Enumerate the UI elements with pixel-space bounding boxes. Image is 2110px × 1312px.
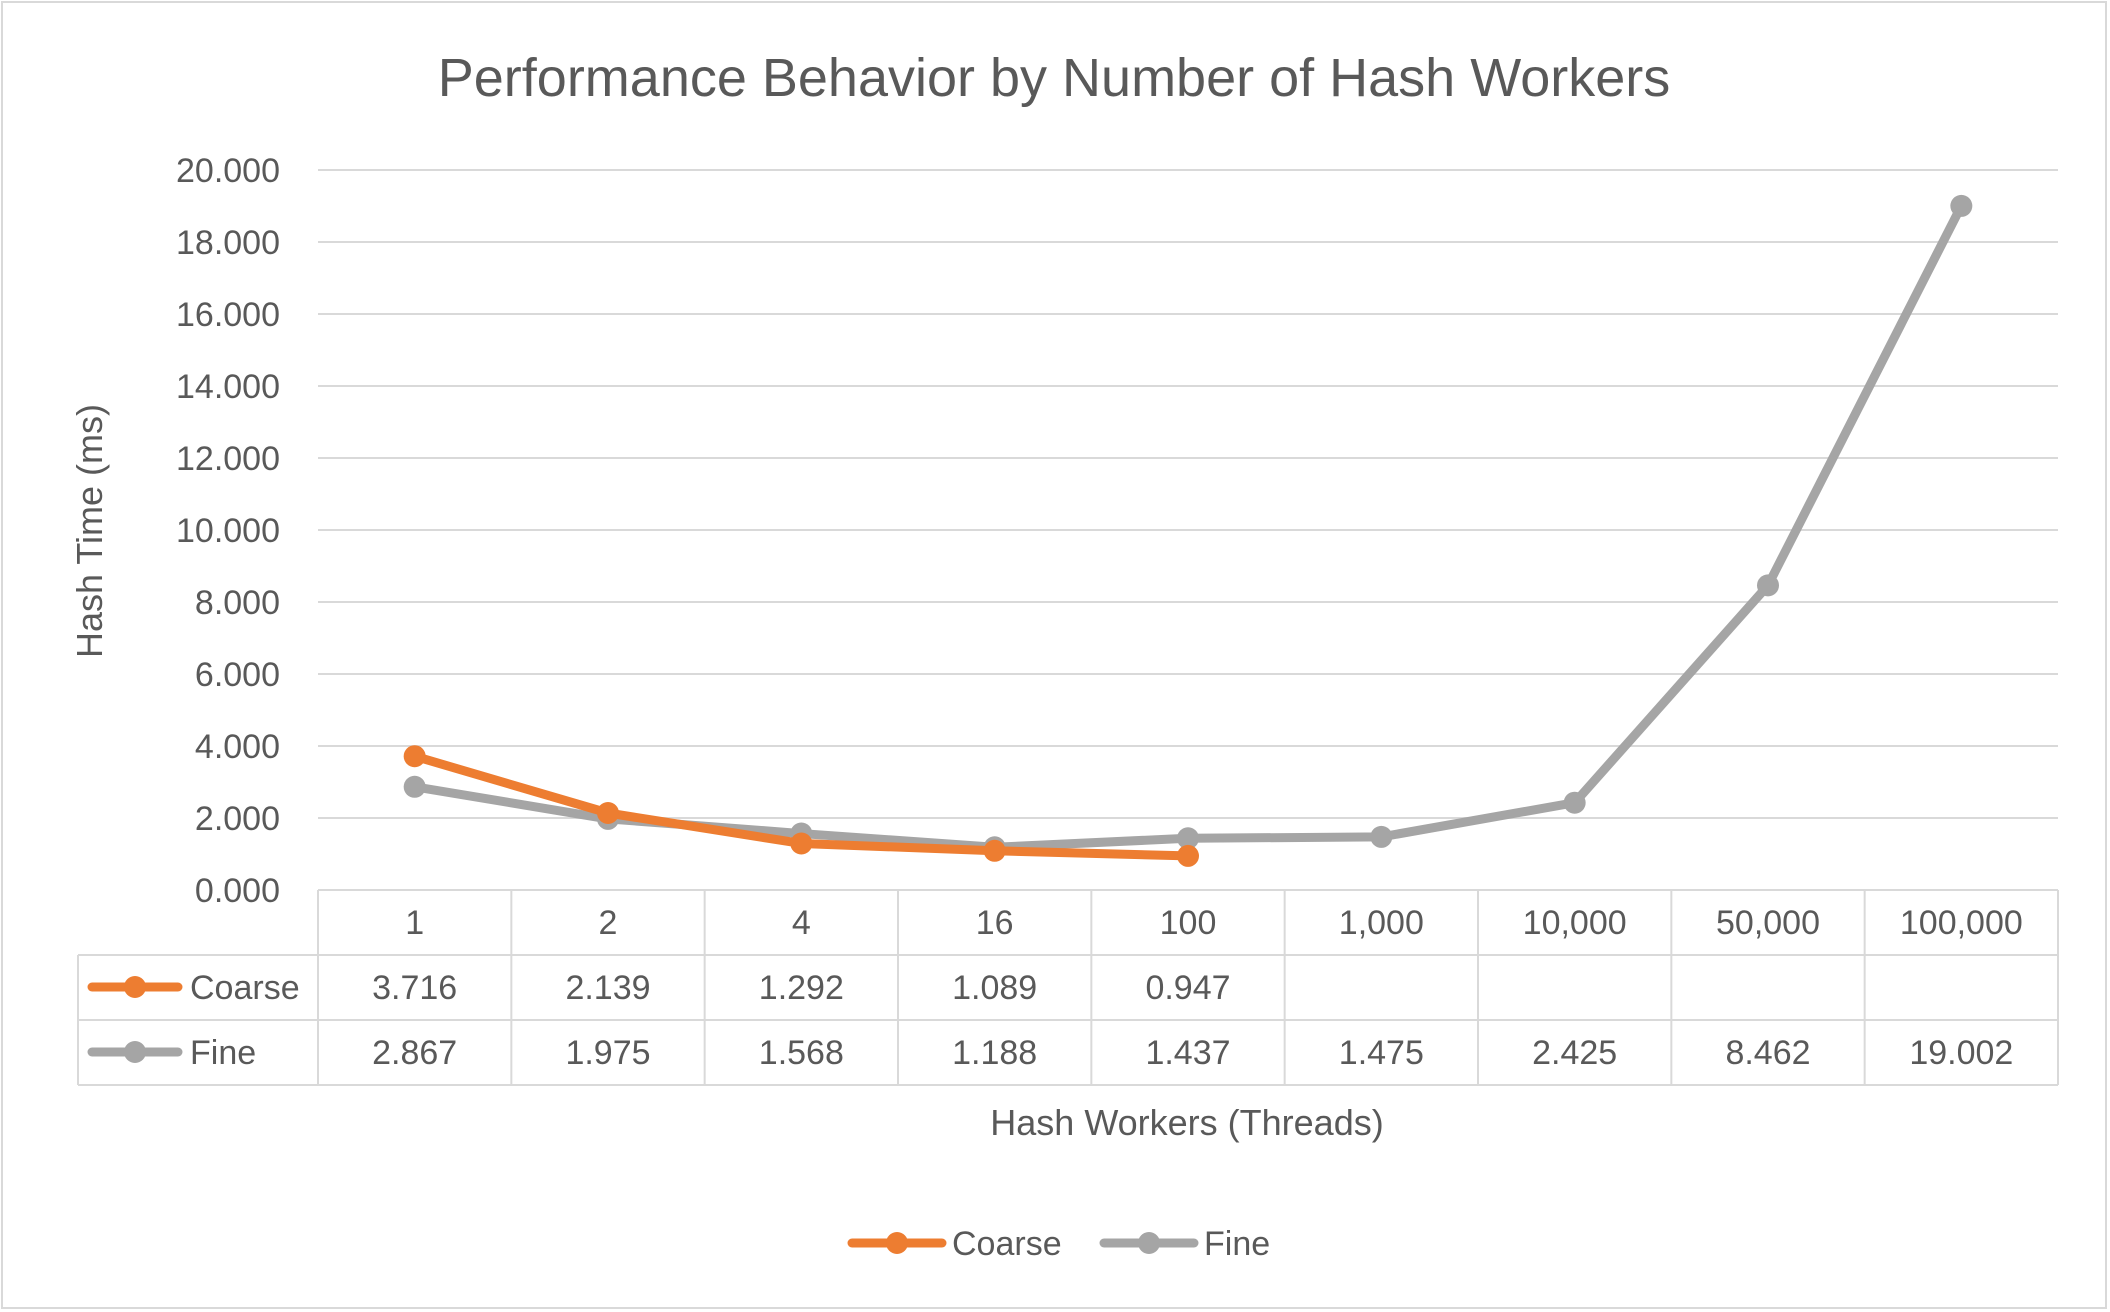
plot-area: [403, 194, 1973, 867]
y-tick-label: 0.000: [195, 872, 280, 910]
table-cell-value: 2.867: [372, 1034, 457, 1072]
data-point: [1563, 791, 1586, 814]
table-legend-marker: [124, 1041, 146, 1063]
series-line: [410, 201, 1966, 852]
table-cell-value: 1.089: [952, 969, 1037, 1007]
category-label: 1: [405, 904, 424, 942]
table-cell-value: 0.947: [1145, 969, 1230, 1007]
legend-label: Coarse: [952, 1225, 1062, 1263]
table-series-name: Coarse: [190, 969, 300, 1007]
y-tick-label: 20.000: [176, 152, 280, 190]
y-tick-label: 2.000: [195, 800, 280, 838]
y-tick-label: 10.000: [176, 512, 280, 550]
data-point: [790, 832, 813, 855]
category-label: 4: [792, 904, 811, 942]
data-point: [1370, 825, 1393, 848]
y-tick-label: 4.000: [195, 728, 280, 766]
legend-label: Fine: [1204, 1225, 1270, 1263]
category-label: 100: [1160, 904, 1217, 942]
table-series-name: Fine: [190, 1034, 256, 1072]
y-tick-label: 8.000: [195, 584, 280, 622]
table-cell-value: 2.425: [1532, 1034, 1617, 1072]
legend-item-fine: Fine: [1099, 1225, 1270, 1263]
legend-marker: [886, 1232, 908, 1254]
data-point: [983, 839, 1006, 862]
table-cell-value: 1.975: [565, 1034, 650, 1072]
category-label: 1,000: [1339, 904, 1424, 942]
y-axis-title: Hash Time (ms): [69, 404, 110, 658]
table-cell-value: 1.188: [952, 1034, 1037, 1072]
category-label: 16: [976, 904, 1014, 942]
y-axis-ticks: 0.000 2.000 4.000 6.000 8.000 10.000 12.000 14.…: [176, 152, 280, 910]
table-cell-value: 1.475: [1339, 1034, 1424, 1072]
x-axis-title: Hash Workers (Threads): [990, 1102, 1383, 1143]
legend: Coarse Fine: [847, 1225, 1270, 1263]
data-point: [403, 745, 426, 768]
table-cell-value: 3.716: [372, 969, 457, 1007]
table-cell-value: 2.139: [565, 969, 650, 1007]
table-cell-value: 19.002: [1909, 1034, 2013, 1072]
table-cell-value: 1.568: [759, 1034, 844, 1072]
data-point: [1177, 844, 1199, 867]
y-tick-label: 18.000: [176, 224, 280, 262]
y-tick-label: 16.000: [176, 296, 280, 334]
legend-marker: [1138, 1232, 1160, 1254]
data-point: [1177, 827, 1199, 850]
table-cell-value: 1.437: [1145, 1034, 1230, 1072]
table-cell-value: 8.462: [1725, 1034, 1810, 1072]
category-label: 2: [599, 904, 618, 942]
y-tick-label: 6.000: [195, 656, 280, 694]
data-point: [1950, 194, 1973, 217]
series-fine: [403, 194, 1973, 859]
y-tick-label: 14.000: [176, 368, 280, 406]
table-legend-marker: [124, 976, 146, 998]
data-table: 1 2 4 16 100 1,000 10,000 50,000 100,000 Coarse 3.…: [77, 889, 2059, 1086]
legend-item-coarse: Coarse: [847, 1225, 1062, 1263]
data-point: [597, 801, 619, 824]
data-point: [1757, 574, 1779, 597]
y-tick-label: 12.000: [176, 440, 280, 478]
category-label: 50,000: [1716, 904, 1820, 942]
series-coarse: [403, 745, 1199, 867]
data-point: [403, 775, 426, 798]
category-label: 100,000: [1900, 904, 2023, 942]
table-cell-value: 1.292: [759, 969, 844, 1007]
chart-title: Performance Behavior by Number of Hash W…: [438, 48, 1670, 108]
category-label: 10,000: [1523, 904, 1627, 942]
